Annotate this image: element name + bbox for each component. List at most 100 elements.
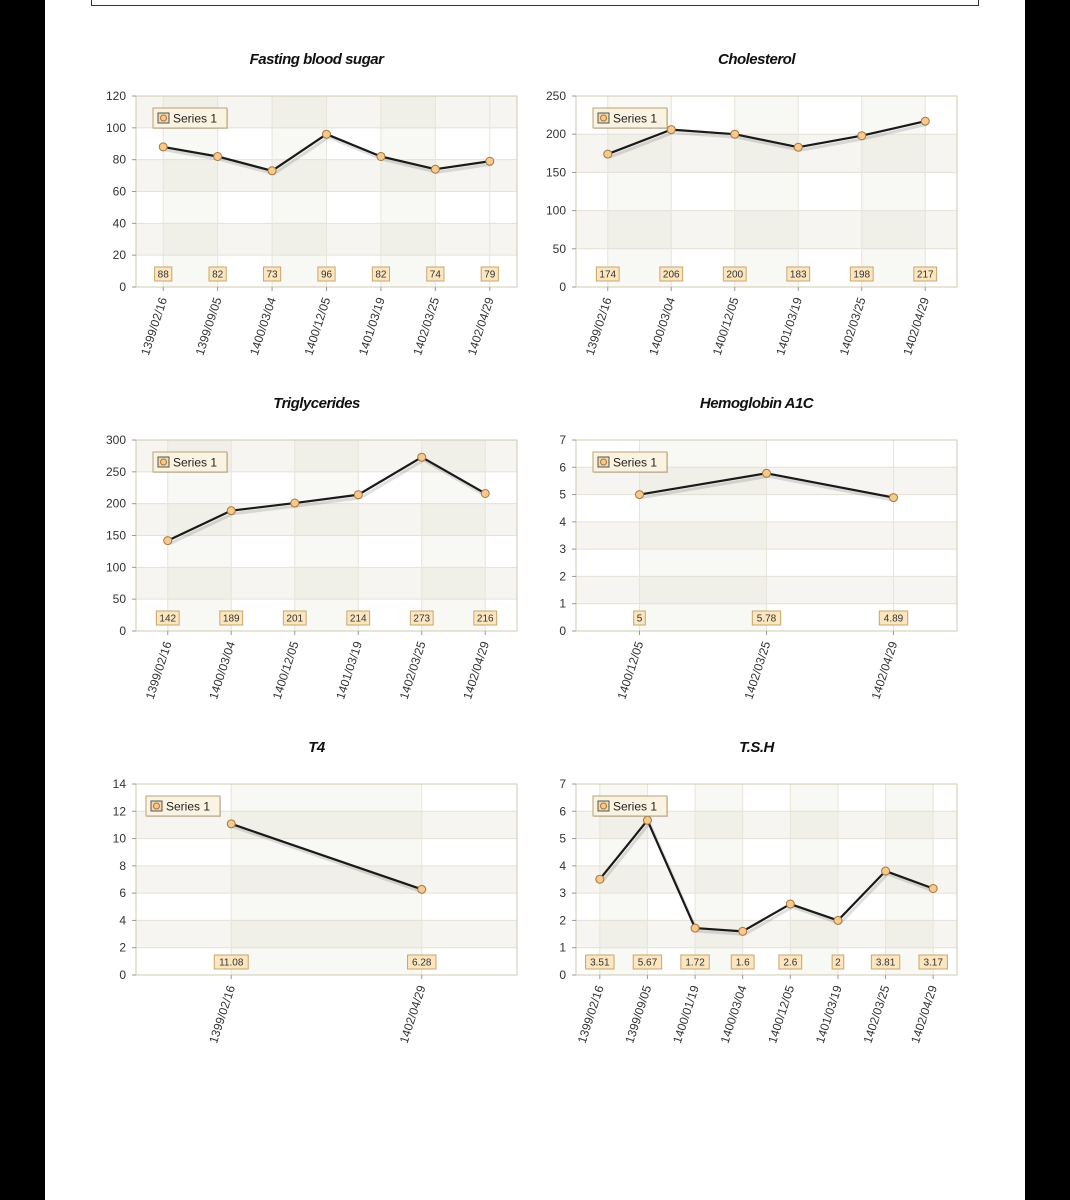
chart-cholesterol: Cholesterol 0 50 100 150 200 250 1399/02/16 1400… (520, 40, 960, 380)
grid-band (576, 865, 957, 894)
x-tick-label: 1400/03/04 (247, 295, 279, 357)
grid-band (136, 865, 517, 894)
y-tick-label: 10 (113, 832, 127, 846)
data-point (785, 899, 795, 909)
data-label-text: 88 (158, 270, 170, 281)
data-label-box (346, 610, 371, 626)
legend-box (592, 107, 668, 129)
x-tick-label: 1399/02/16 (206, 983, 238, 1045)
y-tick-label: 60 (113, 185, 127, 199)
y-tick-label: 5 (559, 832, 566, 846)
data-label: 201 (282, 610, 307, 626)
legend-box (152, 451, 228, 473)
x-tick-label: 1400/03/04 (646, 295, 678, 357)
grid-band (734, 96, 799, 287)
data-point (881, 866, 891, 876)
grid-band (695, 784, 743, 975)
data-label: 5 (633, 610, 646, 626)
x-tick-label: 1401/03/19 (333, 639, 365, 701)
chart-title: Cholesterol (718, 51, 796, 68)
y-tick-label: 80 (113, 153, 127, 167)
series-line (607, 120, 926, 156)
x-tick-label: 1402/04/29 (460, 639, 492, 701)
y-tick-label: 14 (113, 777, 127, 791)
data-label-box (751, 610, 782, 626)
y-tick-label: 0 (119, 968, 126, 982)
data-label-box (426, 266, 445, 282)
data-point (920, 116, 930, 126)
data-label-text: 183 (790, 270, 807, 281)
data-point (738, 926, 748, 936)
data-label-box (680, 954, 710, 970)
data-label: 200 (722, 266, 747, 282)
legend-label: Series 1 (613, 112, 657, 126)
x-tick-label: 1399/02/16 (575, 983, 607, 1045)
data-point (793, 142, 803, 152)
data-label-text: 206 (663, 270, 680, 281)
data-point (376, 151, 386, 161)
grid-band (861, 96, 926, 287)
y-tick-label: 250 (546, 89, 566, 103)
data-label-box (473, 610, 498, 626)
data-label: 206 (659, 266, 684, 282)
x-tick-label: 1402/03/25 (410, 295, 442, 357)
data-point (690, 923, 700, 933)
data-label-box (778, 954, 803, 970)
data-point (163, 536, 173, 546)
data-label-text: 79 (484, 270, 496, 281)
y-tick-label: 3 (559, 886, 566, 900)
data-label-box (480, 266, 499, 282)
data-point (603, 149, 613, 159)
data-label: 198 (849, 266, 874, 282)
y-tick-label: 200 (106, 497, 126, 511)
data-label: 2.6 (778, 954, 803, 970)
data-label-text: 1.72 (685, 958, 705, 969)
data-point (833, 915, 843, 925)
y-tick-label: 0 (119, 280, 126, 294)
data-point (158, 142, 168, 152)
y-tick-label: 0 (559, 968, 566, 982)
y-tick-label: 40 (113, 216, 127, 230)
legend: Series 1 (145, 795, 221, 817)
data-point (642, 815, 652, 825)
data-label-text: 189 (223, 614, 240, 625)
data-label: 74 (426, 266, 445, 282)
x-tick-label: 1399/02/16 (583, 295, 615, 357)
x-tick-label: 1399/09/05 (193, 295, 225, 357)
y-tick-label: 3 (559, 542, 566, 556)
grid-band (576, 920, 957, 948)
y-tick-label: 150 (106, 529, 126, 543)
legend-label: Series 1 (166, 800, 210, 814)
x-tick-label: 1402/03/25 (397, 639, 429, 701)
data-label-box (913, 266, 938, 282)
chart-svg: Fasting blood sugar 0 20 40 60 80 100 120 1399/0… (106, 51, 518, 357)
data-label-box (595, 266, 620, 282)
data-label: 79 (480, 266, 499, 282)
x-tick-label: 1402/04/29 (900, 295, 932, 357)
y-tick-label: 6 (559, 804, 566, 818)
series-line (167, 456, 486, 542)
legend-marker-icon (600, 802, 607, 810)
data-label: 11.08 (213, 954, 249, 970)
legend: Series 1 (592, 451, 668, 473)
plot-border (135, 783, 518, 976)
data-label-text: 216 (477, 614, 494, 625)
chart-triglycerides: Triglycerides 0 50 100 150 200 250 300 1399/02/1… (80, 384, 520, 724)
y-tick-label: 7 (559, 777, 566, 791)
chart-t4: T4 0 2 4 6 8 10 12 14 1399/02/16 1402/04/29 11.08 6.… (80, 728, 520, 1068)
data-label-text: 82 (375, 270, 387, 281)
data-label-box (786, 266, 811, 282)
y-tick-label: 8 (119, 859, 126, 873)
x-tick-label: 1401/03/19 (813, 983, 845, 1045)
data-point (417, 884, 427, 894)
data-point (666, 125, 676, 135)
data-label-box (659, 266, 684, 282)
data-point (267, 166, 277, 176)
data-label-text: 74 (430, 270, 442, 281)
y-tick-label: 12 (113, 804, 127, 818)
data-label-text: 5 (637, 614, 643, 625)
data-label-box (371, 266, 391, 282)
legend: Series 1 (152, 107, 228, 129)
data-label-text: 1.6 (736, 958, 750, 969)
data-label-box (407, 954, 437, 970)
